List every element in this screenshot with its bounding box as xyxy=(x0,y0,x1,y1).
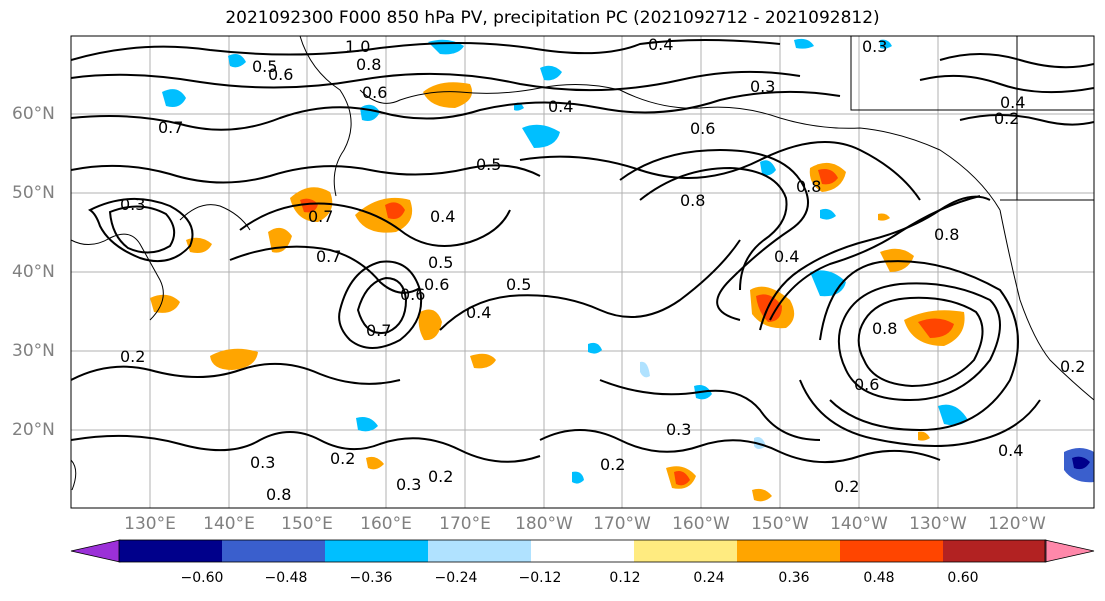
contour-label: 0.8 xyxy=(266,485,291,504)
lon-label: 140°W xyxy=(830,514,888,534)
contour-label: 0.4 xyxy=(1000,93,1025,112)
colorbar-segment xyxy=(428,540,532,562)
colorbar-segment xyxy=(840,540,944,562)
lon-label: 160°W xyxy=(672,514,730,534)
contour-labels: 1.0 0.8 0.5 0.6 0.4 0.3 0.7 0.6 0.4 0.3 … xyxy=(120,35,1085,504)
contour-label: 0.3 xyxy=(750,77,775,96)
map-title: 2021092300 F000 850 hPa PV, precipitatio… xyxy=(225,8,880,28)
colorbar-segment xyxy=(119,540,223,562)
contour-label: 0.4 xyxy=(548,97,573,116)
contour-label: 0.4 xyxy=(774,247,799,266)
contour-label: 0.6 xyxy=(362,83,387,102)
contour-label: 0.8 xyxy=(680,191,705,210)
colorbar-extend-max xyxy=(1044,539,1095,563)
contour-label: 0.2 xyxy=(330,449,355,468)
colorbar-tick-label: 0.60 xyxy=(947,570,979,586)
lat-label: 60°N xyxy=(12,104,55,124)
contour-label: 0.4 xyxy=(648,35,673,54)
contour-label: 0.4 xyxy=(998,441,1023,460)
contour-label: 0.2 xyxy=(120,347,145,366)
contour-label: 0.7 xyxy=(316,247,341,266)
contour-label: 0.2 xyxy=(1060,357,1085,376)
lon-label: 170°W xyxy=(593,514,651,534)
colorbar-tick-label: −0.48 xyxy=(264,570,308,586)
colorbar xyxy=(70,539,1095,563)
lon-label: 140°E xyxy=(203,514,255,534)
contour-label: 0.6 xyxy=(400,285,425,304)
lon-label: 160°E xyxy=(360,514,412,534)
colorbar-tick-label: 0.48 xyxy=(863,570,895,586)
contour-label: 0.2 xyxy=(994,109,1019,128)
contour-label: 0.2 xyxy=(600,455,625,474)
pv-contours xyxy=(71,39,1094,464)
lon-label: 130°W xyxy=(909,514,967,534)
colorbar-tick-label: −0.12 xyxy=(518,570,562,586)
contour-label: 0.5 xyxy=(506,275,531,294)
colorbar-segment xyxy=(222,540,326,562)
colorbar-segment xyxy=(325,540,429,562)
lat-label: 40°N xyxy=(12,262,55,282)
contour-label: 0.7 xyxy=(158,118,183,137)
lat-label: 30°N xyxy=(12,341,55,361)
colorbar-frame xyxy=(118,539,1047,563)
contour-label: 0.5 xyxy=(476,155,501,174)
colorbar-tick-label: −0.60 xyxy=(180,570,224,586)
contour-label: 0.3 xyxy=(862,37,887,56)
lon-label: 130°E xyxy=(124,514,176,534)
contour-label: 1.0 xyxy=(345,37,370,56)
contour-label: 0.3 xyxy=(250,453,275,472)
contour-label: 0.6 xyxy=(690,119,715,138)
colorbar-tick-label: −0.24 xyxy=(434,570,478,586)
contour-label: 0.4 xyxy=(430,207,455,226)
colorbar-tick-label: 0.24 xyxy=(693,570,725,586)
contour-label: 0.6 xyxy=(854,375,879,394)
plot-frame xyxy=(70,35,1095,509)
colorbar-segment xyxy=(634,540,738,562)
colorbar-tick-label: 0.36 xyxy=(778,570,810,586)
colorbar-segment xyxy=(737,540,841,562)
colorbar-tick-label: −0.36 xyxy=(349,570,393,586)
contour-label: 0.3 xyxy=(396,475,421,494)
lon-label: 180°W xyxy=(515,514,573,534)
lon-label: 170°E xyxy=(439,514,491,534)
contour-label: 0.2 xyxy=(834,477,859,496)
contour-label: 0.8 xyxy=(796,177,821,196)
colorbar-tick-label: 0.12 xyxy=(609,570,641,586)
contour-label: 0.5 xyxy=(428,253,453,272)
contour-label: 0.7 xyxy=(366,321,391,340)
coastlines xyxy=(71,36,1094,491)
colorbar-segment xyxy=(531,540,635,562)
contour-label: 0.6 xyxy=(268,65,293,84)
colorbar-extend-min xyxy=(70,539,121,563)
contour-label: 0.7 xyxy=(308,207,333,226)
contour-label: 0.4 xyxy=(466,303,491,322)
contour-label: 0.5 xyxy=(252,57,277,76)
contour-label: 0.8 xyxy=(872,319,897,338)
contour-label: 0.2 xyxy=(428,467,453,486)
contour-label: 0.3 xyxy=(666,420,691,439)
contour-label: 0.8 xyxy=(356,55,381,74)
lon-label: 120°W xyxy=(988,514,1046,534)
lat-label: 50°N xyxy=(12,183,55,203)
lon-label: 150°W xyxy=(751,514,809,534)
contour-label: 0.8 xyxy=(934,225,959,244)
contour-label: 0.6 xyxy=(424,275,449,294)
lat-label: 20°N xyxy=(12,420,55,440)
colorbar-segment xyxy=(943,540,1047,562)
contour-label: 0.3 xyxy=(120,195,145,214)
plot-area: 1.0 0.8 0.5 0.6 0.4 0.3 0.7 0.6 0.4 0.3 … xyxy=(71,35,1094,508)
lon-label: 150°E xyxy=(281,514,333,534)
